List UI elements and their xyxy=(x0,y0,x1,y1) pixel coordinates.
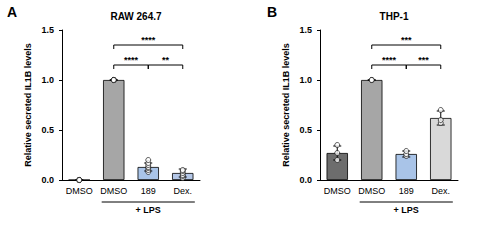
svg-text:DMSO: DMSO xyxy=(100,186,127,196)
svg-text:Relative secreted IL1B levels: Relative secreted IL1B levels xyxy=(281,43,291,167)
svg-text:+ LPS: + LPS xyxy=(394,205,419,215)
svg-text:0.5: 0.5 xyxy=(41,125,54,135)
svg-text:Dex.: Dex. xyxy=(173,186,192,196)
svg-text:THP-1: THP-1 xyxy=(380,11,409,22)
svg-text:189: 189 xyxy=(399,186,414,196)
svg-text:DMSO: DMSO xyxy=(66,186,93,196)
svg-text:+ LPS: + LPS xyxy=(136,205,161,215)
svg-text:1.5: 1.5 xyxy=(299,25,312,35)
svg-text:DMSO: DMSO xyxy=(324,186,351,196)
svg-text:DMSO: DMSO xyxy=(358,186,385,196)
svg-text:1.0: 1.0 xyxy=(299,75,312,85)
svg-text:**: ** xyxy=(162,55,170,65)
svg-text:1.5: 1.5 xyxy=(41,25,54,35)
svg-text:RAW 264.7: RAW 264.7 xyxy=(110,11,162,22)
svg-text:0.0: 0.0 xyxy=(41,175,54,185)
svg-text:A: A xyxy=(7,4,17,20)
svg-text:1.0: 1.0 xyxy=(41,75,54,85)
svg-text:***: *** xyxy=(401,35,412,45)
svg-text:Relative secreted IL1B levels: Relative secreted IL1B levels xyxy=(23,43,33,167)
svg-text:189: 189 xyxy=(141,186,156,196)
svg-text:0.0: 0.0 xyxy=(299,175,312,185)
svg-text:0.5: 0.5 xyxy=(299,125,312,135)
svg-text:B: B xyxy=(267,4,277,20)
svg-text:****: **** xyxy=(124,55,139,65)
svg-text:***: *** xyxy=(418,55,429,65)
svg-text:****: **** xyxy=(141,35,156,45)
svg-text:****: **** xyxy=(382,55,397,65)
svg-text:Dex.: Dex. xyxy=(431,186,450,196)
